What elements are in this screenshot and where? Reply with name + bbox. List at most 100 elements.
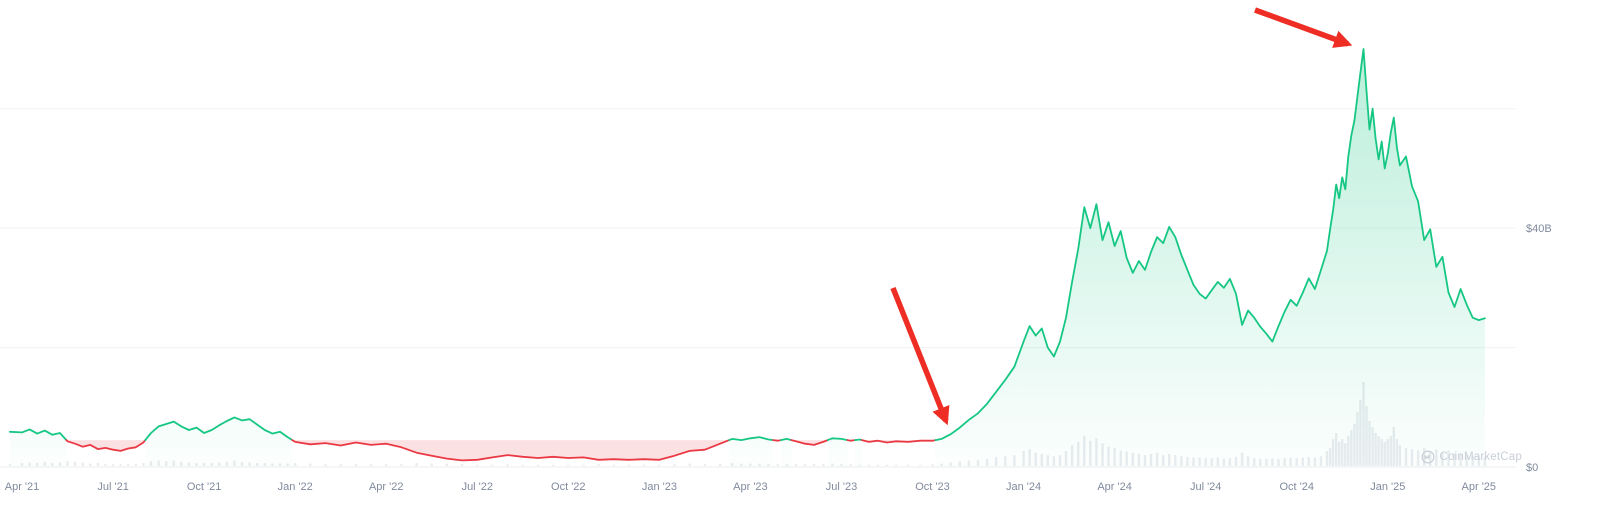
volume-bar — [536, 464, 540, 466]
x-axis-tick-label: Jan '24 — [1006, 481, 1041, 493]
volume-bar — [673, 464, 676, 466]
x-axis-tick-label: Apr '21 — [5, 481, 40, 493]
price-line-down-segment — [772, 439, 782, 442]
price-line-up-segment — [144, 416, 294, 441]
volume-bar — [324, 464, 327, 466]
volume-bar — [919, 464, 922, 466]
area-fill-up — [855, 439, 862, 467]
price-line — [9, 48, 1486, 462]
volume-bar — [718, 463, 722, 466]
volume-bar — [582, 464, 585, 466]
volume-bar — [81, 462, 84, 466]
volume-bar — [104, 464, 107, 466]
x-axis-tick-label: Oct '21 — [187, 481, 222, 493]
x-axis-labels: Apr '21 Jul '21 Oct '21 Jan '22 Apr '22 Jul '… — [5, 481, 1496, 493]
volume-bar — [96, 463, 100, 466]
volume-bar — [876, 464, 880, 466]
volume-bar — [776, 464, 779, 466]
volume-bar — [931, 464, 934, 466]
volume-bar — [89, 463, 92, 466]
volume-bar — [385, 464, 388, 466]
area-fill-down — [791, 440, 828, 445]
area-fill-up — [729, 437, 774, 467]
volume-bar — [567, 464, 570, 466]
volume-bar — [627, 464, 631, 466]
volume-bar — [369, 464, 373, 466]
volume-bar — [894, 464, 898, 466]
volume-bar — [142, 463, 145, 466]
price-line-down-segment — [861, 439, 937, 444]
volume-bar — [400, 464, 403, 466]
x-axis-tick-label: Jan '22 — [278, 481, 313, 493]
volume-bar — [812, 464, 816, 466]
price-line-up-segment — [826, 437, 849, 441]
price-line-up-segment — [779, 438, 793, 441]
y-axis-label: $40B — [1526, 223, 1552, 235]
x-axis-tick-label: Apr '22 — [369, 481, 404, 493]
x-axis-tick-label: Apr '25 — [1462, 481, 1497, 493]
area-fill-up — [780, 438, 792, 467]
annotation-arrow-2 — [1254, 7, 1353, 48]
x-axis-tick-label: Jan '23 — [642, 481, 677, 493]
price-line-down-segment — [291, 439, 731, 462]
volume-bar — [309, 463, 312, 466]
x-axis-tick-label: Jul '22 — [462, 481, 493, 493]
volume-bar — [339, 464, 342, 466]
area-fill-up — [9, 429, 67, 467]
x-axis-tick-label: Oct '24 — [1279, 481, 1314, 493]
y-axis-labels: $40B $0 — [1526, 223, 1552, 474]
price-line-up-segment — [728, 436, 775, 441]
x-axis-tick-label: Jul '24 — [1190, 481, 1221, 493]
volume-bar — [430, 463, 433, 466]
volume-bar — [612, 464, 615, 466]
price-line-down-segment — [65, 439, 147, 452]
volume-bar — [73, 461, 77, 466]
volume-bar — [294, 463, 297, 466]
area-fill-up — [145, 417, 293, 467]
area-fill-up — [935, 49, 1485, 467]
volume-bar — [354, 464, 358, 466]
volume-bar — [66, 461, 69, 466]
volume-bar — [703, 464, 707, 466]
volume-bar — [445, 463, 449, 466]
price-line-up-segment — [854, 438, 863, 441]
volume-bar — [134, 464, 137, 466]
x-axis-tick-label: Jul '21 — [97, 481, 128, 493]
volume-bar — [460, 464, 464, 466]
volume-bar — [688, 463, 691, 466]
volume-bar — [521, 464, 524, 466]
volume-bar — [822, 464, 825, 466]
price-line-down-segment — [790, 439, 829, 446]
x-axis-tick-label: Apr '24 — [1097, 481, 1132, 493]
volume-bar — [127, 464, 130, 466]
area-fill-down — [66, 440, 146, 451]
volume-bar — [658, 464, 661, 466]
volume-bar — [907, 464, 910, 466]
price-line-up-segment — [934, 48, 1486, 441]
x-axis-tick-label: Apr '23 — [733, 481, 768, 493]
volume-bar — [885, 464, 889, 466]
area-fill-up — [827, 438, 848, 467]
volume-bar — [849, 464, 852, 466]
volume-bar — [867, 464, 870, 466]
price-line-down-segment — [846, 439, 856, 442]
volume-bar — [506, 464, 509, 466]
volume-bar — [119, 464, 122, 466]
y-axis-label: $0 — [1526, 462, 1538, 474]
volume-bar — [491, 464, 494, 466]
area-fill-down — [292, 440, 730, 461]
x-axis-tick-label: Oct '23 — [915, 481, 950, 493]
volume-bar — [415, 463, 418, 466]
volume-bar — [111, 464, 115, 466]
area-fills — [9, 49, 1485, 467]
x-axis-tick-label: Jan '25 — [1370, 481, 1405, 493]
volume-bar — [794, 464, 798, 466]
volume-bar — [643, 464, 646, 466]
volume-bar — [551, 464, 555, 466]
x-axis-tick-label: Oct '22 — [551, 481, 586, 493]
volume-bar — [597, 464, 600, 466]
price-line-up-segment — [9, 428, 68, 441]
volume-bar — [803, 464, 807, 466]
